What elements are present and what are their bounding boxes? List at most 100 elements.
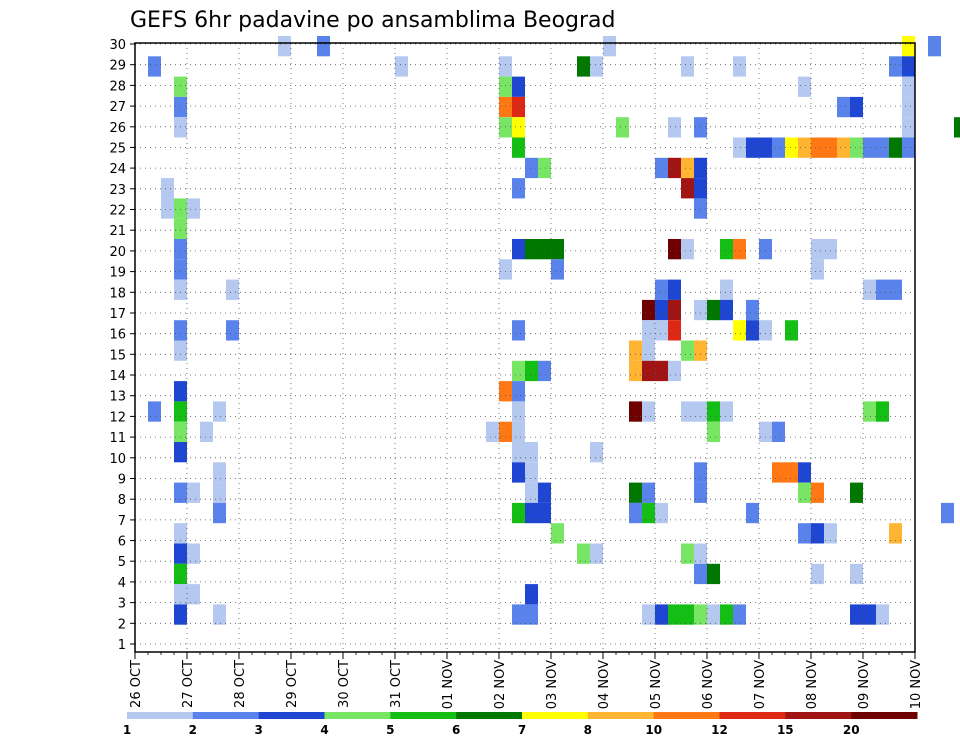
heatmap-cell — [707, 299, 720, 321]
heatmap-cell — [512, 462, 525, 483]
heatmap-cell — [954, 117, 960, 138]
heatmap-cell — [863, 401, 876, 422]
heatmap-cell — [837, 137, 850, 158]
heatmap-cell — [707, 563, 720, 585]
x-tick-label: 26 OCT — [129, 660, 144, 708]
heatmap-cell — [811, 523, 824, 544]
heatmap-cell — [525, 482, 538, 503]
heatmap-cell — [213, 502, 226, 524]
colorbar-swatch — [390, 712, 457, 719]
heatmap-cell — [668, 360, 681, 382]
y-tick-label: 17 — [109, 307, 126, 322]
heatmap-cell — [499, 421, 512, 442]
heatmap-cell — [798, 76, 811, 97]
colorbar-label: 3 — [255, 723, 263, 737]
heatmap-cell — [512, 442, 525, 463]
heatmap-cell — [681, 543, 694, 564]
y-tick-label: 16 — [109, 328, 126, 343]
heatmap-cell — [226, 320, 239, 341]
heatmap-cell — [499, 381, 512, 402]
y-tick-label: 13 — [109, 390, 126, 405]
heatmap-cell — [681, 157, 694, 179]
y-tick-label: 25 — [109, 141, 126, 156]
heatmap-cell — [551, 523, 564, 544]
colorbar-swatch — [324, 712, 391, 719]
heatmap-cell — [655, 279, 668, 300]
heatmap-cell — [733, 239, 746, 260]
heatmap-cell — [174, 76, 187, 97]
heatmap-cell — [213, 482, 226, 503]
heatmap-cell — [174, 320, 187, 341]
colorbar-label: 6 — [452, 723, 460, 737]
heatmap-cell — [720, 604, 733, 625]
heatmap-cell — [174, 259, 187, 280]
heatmap-cell — [850, 604, 863, 625]
heatmap-cell — [824, 523, 837, 544]
heatmap-cell — [707, 421, 720, 442]
heatmap-cell — [785, 462, 798, 483]
x-tick-label: 10 NOV — [909, 660, 924, 709]
heatmap-cell — [395, 56, 408, 77]
y-tick-label: 28 — [109, 79, 126, 94]
heatmap-cell — [902, 36, 915, 57]
y-tick-label: 20 — [109, 245, 126, 260]
heatmap-cell — [174, 401, 187, 422]
y-tick-label: 7 — [118, 514, 126, 529]
colorbar-swatch — [851, 712, 918, 719]
heatmap-cell — [512, 178, 525, 199]
y-tick-label: 26 — [109, 121, 126, 136]
heatmap-cell — [525, 360, 538, 382]
heatmap-cells — [148, 36, 960, 625]
heatmap-cell — [876, 279, 889, 300]
y-tick-label: 29 — [109, 59, 126, 74]
heatmap-cell — [226, 279, 239, 300]
colorbar-label: 20 — [843, 723, 860, 737]
heatmap-cell — [694, 340, 707, 361]
heatmap-cell — [694, 198, 707, 219]
colorbar: 1 2 3 4 5 6 7 8 10 12 15 20 — [123, 712, 918, 737]
chart-title: GEFS 6hr padavine po ansamblima Beograd — [130, 8, 616, 33]
heatmap-cell — [863, 279, 876, 300]
heatmap-cell — [174, 604, 187, 625]
heatmap-cell — [798, 523, 811, 544]
heatmap-cell — [317, 36, 330, 57]
heatmap-cell — [590, 56, 603, 77]
heatmap-cell — [694, 563, 707, 585]
heatmap-cell — [174, 563, 187, 585]
heatmap-cell — [629, 340, 642, 361]
colorbar-swatch — [258, 712, 325, 719]
y-tick-label: 5 — [118, 555, 126, 570]
heatmap-cell — [681, 340, 694, 361]
heatmap-cell — [525, 584, 538, 605]
heatmap-cell — [876, 604, 889, 625]
heatmap-cell — [889, 56, 902, 77]
heatmap-cell — [629, 502, 642, 524]
heatmap-cell — [642, 401, 655, 422]
heatmap-cell — [512, 76, 525, 97]
heatmap-cell — [681, 56, 694, 77]
colorbar-label: 5 — [386, 723, 394, 737]
heatmap-cell — [174, 117, 187, 138]
heatmap-cell — [590, 442, 603, 463]
heatmap-cell — [161, 198, 174, 219]
x-tick-label: 02 NOV — [493, 660, 508, 709]
heatmap-cell — [512, 137, 525, 158]
heatmap-cell — [655, 157, 668, 179]
x-tick-label: 30 OCT — [337, 660, 352, 708]
heatmap-cell — [863, 604, 876, 625]
heatmap-cell — [902, 137, 915, 158]
heatmap-cell — [538, 239, 551, 260]
heatmap-cell — [733, 137, 746, 158]
heatmap-cell — [629, 401, 642, 422]
heatmap-cell — [811, 239, 824, 260]
colorbar-label: 10 — [645, 723, 662, 737]
heatmap-cell — [174, 381, 187, 402]
heatmap-cell — [577, 543, 590, 564]
x-tick-label: 05 NOV — [649, 660, 664, 709]
heatmap-cell — [759, 320, 772, 341]
heatmap-cell — [668, 157, 681, 179]
heatmap-cell — [902, 56, 915, 77]
heatmap-cell — [603, 36, 616, 57]
heatmap-cell — [759, 239, 772, 260]
heatmap-cell — [512, 320, 525, 341]
